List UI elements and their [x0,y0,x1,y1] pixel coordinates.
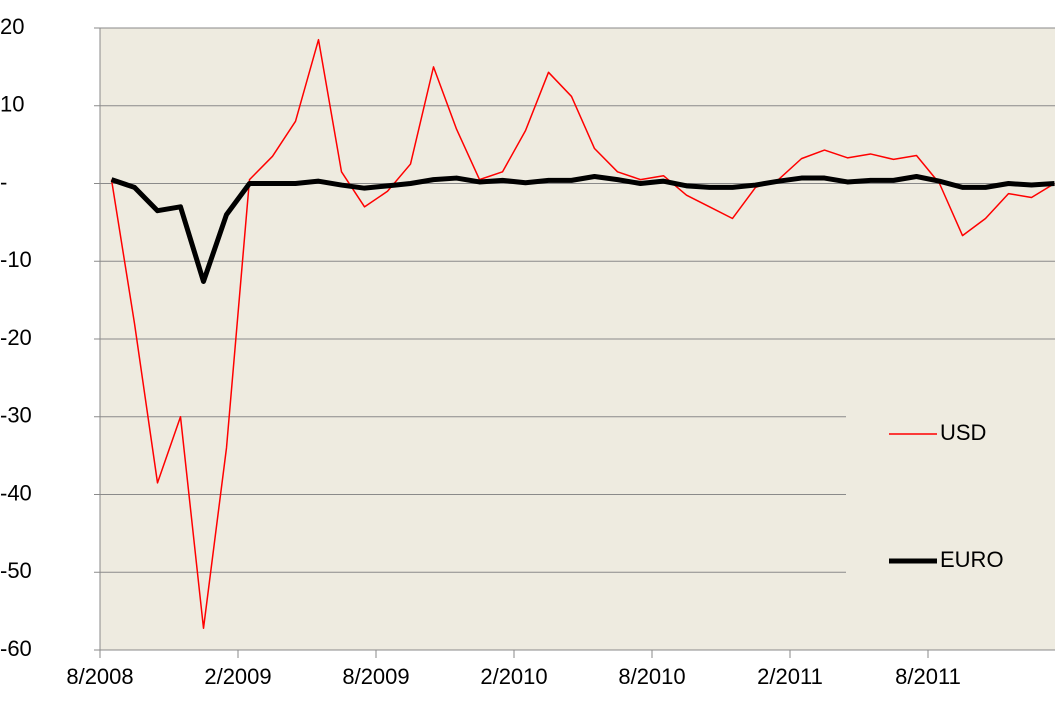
x-tick-label: 8/2009 [342,664,409,689]
legend-label: EURO [940,547,1004,572]
y-tick-label: -20 [0,325,32,350]
y-tick-label: -60 [0,636,32,661]
y-tick-label: -40 [0,480,32,505]
x-tick-label: 8/2010 [618,664,685,689]
y-tick-label: 10 [0,92,24,117]
line-series [110,174,1055,284]
y-tick-label: -30 [0,403,32,428]
y-tick-label: -50 [0,558,32,583]
x-tick-label: 2/2011 [757,664,823,689]
line-series [110,38,1055,629]
x-tick-label: 2/2009 [204,664,271,689]
x-tick-label: 2/2010 [480,664,547,689]
legend-label: USD [940,420,986,445]
legend [846,405,1055,595]
x-tick-label: 8/2008 [66,664,133,689]
y-tick-label: -10 [0,247,32,272]
x-tick-label: 8/2011 [895,664,961,689]
y-tick-label: 20 [0,14,24,39]
y-tick-label: - [0,169,7,194]
